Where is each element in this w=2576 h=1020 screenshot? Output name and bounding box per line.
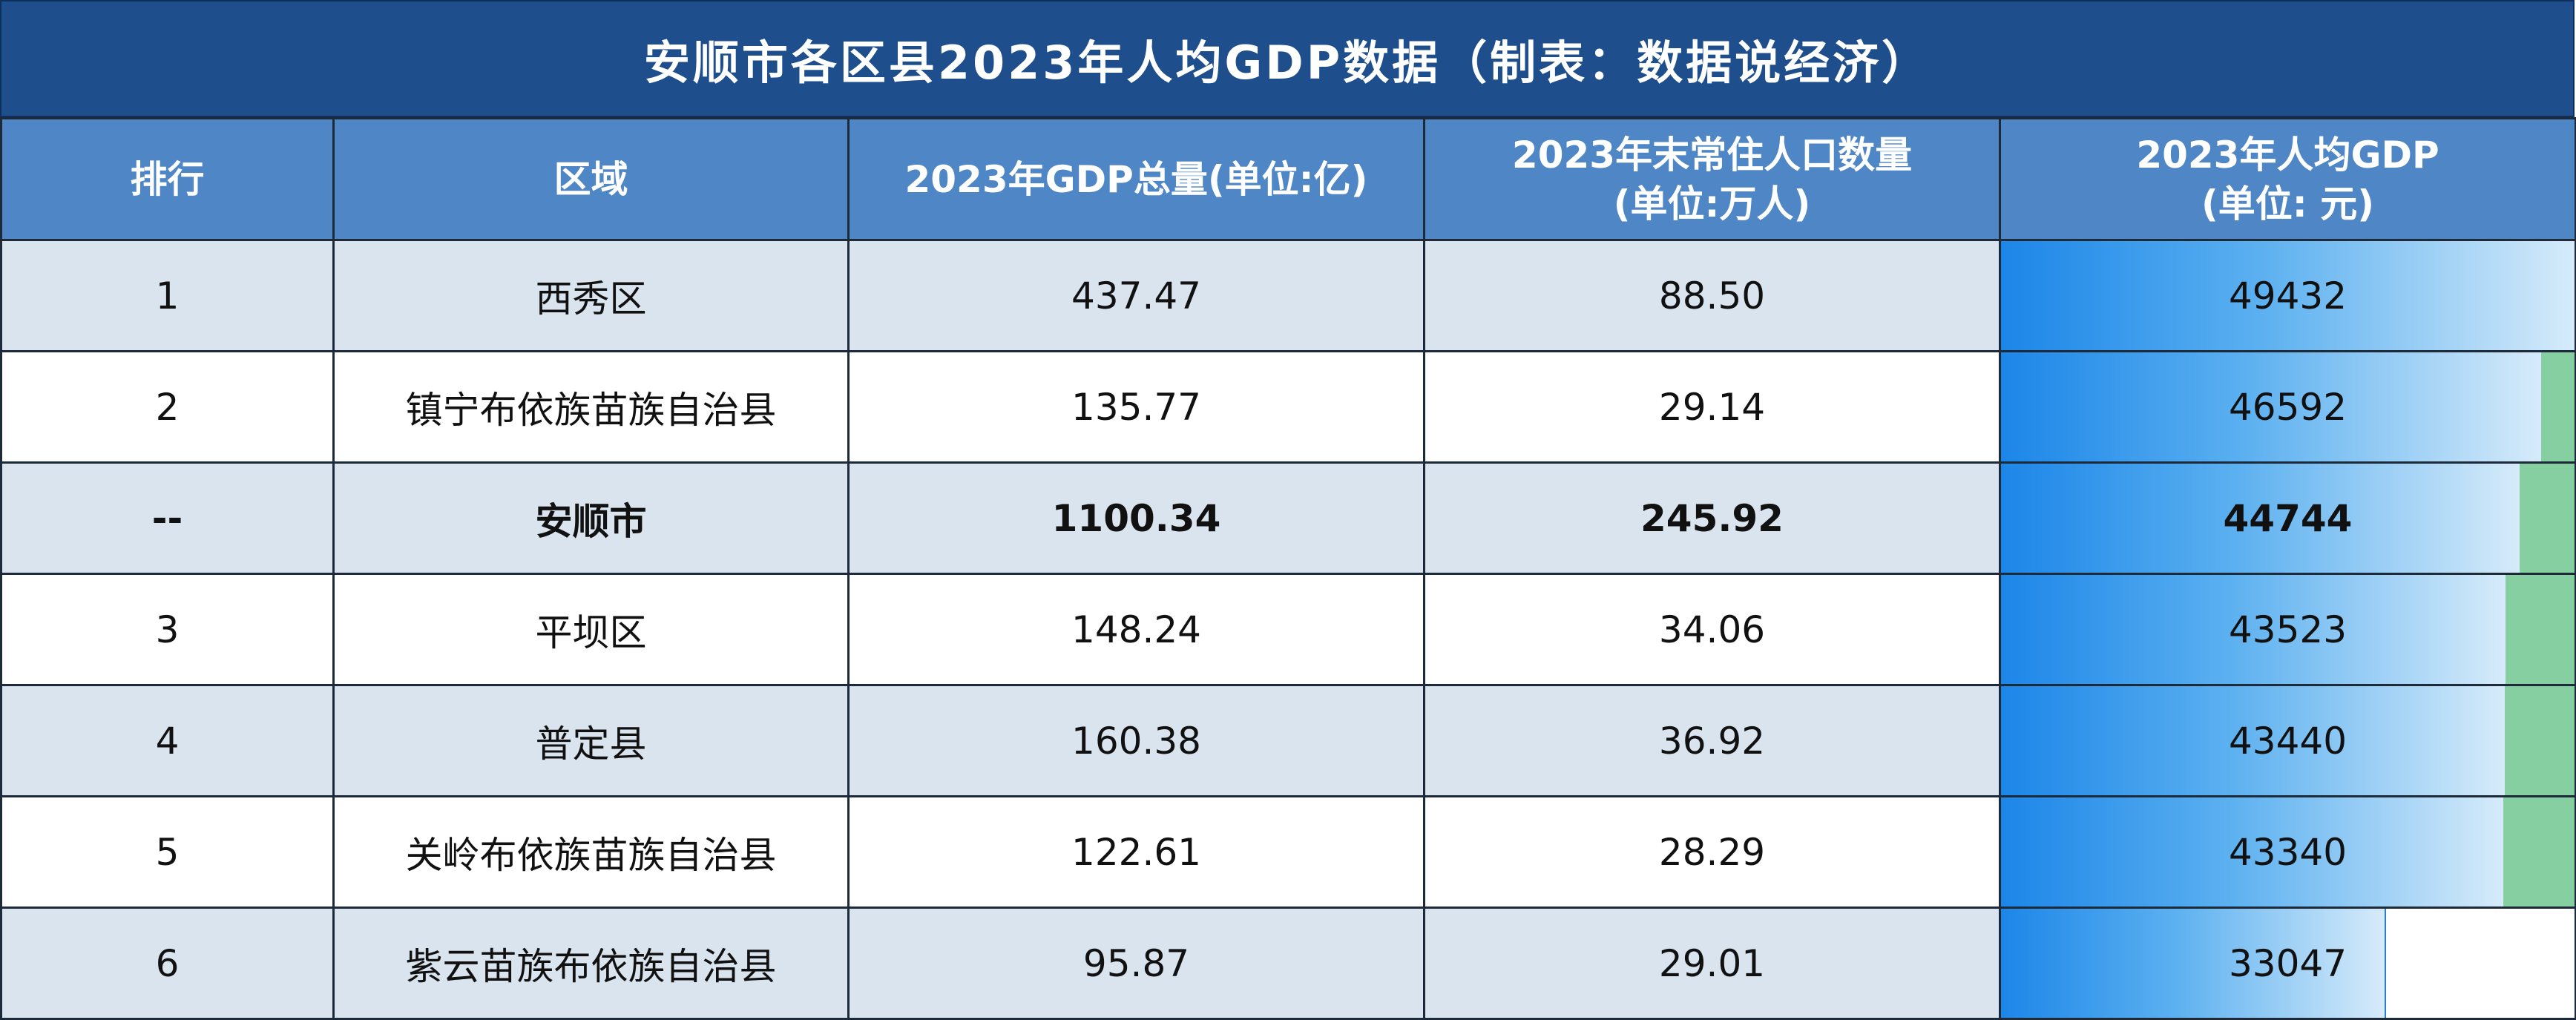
per-capita-data-bar	[2002, 242, 2574, 349]
cell-region: 紫云苗族布依族自治县	[332, 907, 850, 1020]
cell-gdp-total: 135.77	[847, 350, 1425, 464]
cell-gdp-total: 122.61	[847, 795, 1425, 909]
cell-region: 普定县	[332, 684, 850, 797]
table-row: 2 镇宁布依族苗族自治县 135.77 29.14 46592	[0, 350, 2576, 464]
table-body: 1 西秀区 437.47 88.50 49432 2 镇宁布依族苗族自治县 135.77 29.…	[0, 239, 2576, 1020]
header-rank: 排行	[0, 117, 335, 241]
per-capita-data-bar-tail	[2504, 687, 2574, 794]
cell-region: 安顺市	[332, 461, 850, 575]
cell-per-capita-gdp: 44744	[1999, 461, 2576, 575]
cell-gdp-total: 148.24	[847, 573, 1425, 686]
cell-region: 平坝区	[332, 573, 850, 686]
per-capita-value: 44744	[2223, 496, 2353, 540]
per-capita-data-bar-tail	[2541, 353, 2574, 461]
cell-gdp-total: 95.87	[847, 907, 1425, 1020]
table-row: 5 关岭布依族苗族自治县 122.61 28.29 43340	[0, 795, 2576, 909]
cell-population: 29.14	[1423, 350, 2001, 464]
cell-per-capita-gdp: 43523	[1999, 573, 2576, 686]
header-population: 2023年末常住人口数量 (单位:万人)	[1423, 117, 2001, 241]
cell-region: 西秀区	[332, 239, 850, 352]
per-capita-value: 33047	[2228, 941, 2347, 985]
table-row: 3 平坝区 148.24 34.06 43523	[0, 573, 2576, 686]
per-capita-data-bar	[2002, 353, 2544, 461]
cell-rank: 6	[0, 907, 335, 1020]
per-capita-value: 43340	[2228, 830, 2347, 874]
per-capita-data-bar-tail	[2506, 576, 2574, 683]
cell-per-capita-gdp: 33047	[1999, 907, 2576, 1020]
header-per-capita-gdp: 2023年人均GDP (单位: 元)	[1999, 117, 2576, 241]
cell-population: 36.92	[1423, 684, 2001, 797]
cell-rank: 5	[0, 795, 335, 909]
cell-gdp-total: 437.47	[847, 239, 1425, 352]
per-capita-data-bar	[2002, 798, 2506, 906]
per-capita-data-bar-tail	[2503, 798, 2574, 906]
header-gdp-total: 2023年GDP总量(单位:亿)	[847, 117, 1425, 241]
cell-population: 28.29	[1423, 795, 2001, 909]
table-title: 安顺市各区县2023年人均GDP数据（制表：数据说经济）	[0, 0, 2575, 117]
header-population-line1: 2023年末常住人口数量	[1511, 133, 1913, 177]
cell-per-capita-gdp: 43340	[1999, 795, 2576, 909]
table-row: 4 普定县 160.38 36.92 43440	[0, 684, 2576, 797]
header-population-line2: (单位:万人)	[1613, 182, 1811, 226]
cell-per-capita-gdp: 43440	[1999, 684, 2576, 797]
cell-rank: 3	[0, 573, 335, 686]
per-capita-data-bar	[2002, 576, 2508, 683]
per-capita-data-bar	[2002, 464, 2523, 572]
cell-population: 29.01	[1423, 907, 2001, 1020]
table-row: 6 紫云苗族布依族自治县 95.87 29.01 33047	[0, 907, 2576, 1020]
cell-rank: 1	[0, 239, 335, 352]
cell-rank: --	[0, 461, 335, 575]
header-per-capita-line1: 2023年人均GDP	[2136, 133, 2439, 177]
per-capita-value: 46592	[2228, 385, 2347, 429]
per-capita-value: 43440	[2228, 719, 2347, 763]
per-capita-data-bar-tail	[2520, 464, 2574, 572]
header-row: 排行 区域 2023年GDP总量(单位:亿) 2023年末常住人口数量 (单位:…	[0, 117, 2576, 241]
cell-per-capita-gdp: 46592	[1999, 350, 2576, 464]
header-region: 区域	[332, 117, 850, 241]
cell-gdp-total: 160.38	[847, 684, 1425, 797]
table-row: -- 安顺市 1100.34 245.92 44744	[0, 461, 2576, 575]
cell-population: 88.50	[1423, 239, 2001, 352]
header-per-capita-line2: (单位: 元)	[2201, 182, 2375, 226]
cell-population: 34.06	[1423, 573, 2001, 686]
per-capita-data-bar	[2002, 909, 2386, 1017]
cell-rank: 4	[0, 684, 335, 797]
per-capita-data-bar	[2002, 687, 2507, 794]
cell-per-capita-gdp: 49432	[1999, 239, 2576, 352]
per-capita-gdp-table: 排行 区域 2023年GDP总量(单位:亿) 2023年末常住人口数量 (单位:…	[0, 117, 2576, 1020]
per-capita-value: 49432	[2228, 274, 2347, 317]
cell-region: 镇宁布依族苗族自治县	[332, 350, 850, 464]
cell-population: 245.92	[1423, 461, 2001, 575]
cell-region: 关岭布依族苗族自治县	[332, 795, 850, 909]
cell-gdp-total: 1100.34	[847, 461, 1425, 575]
cell-rank: 2	[0, 350, 335, 464]
table-row: 1 西秀区 437.47 88.50 49432	[0, 239, 2576, 352]
per-capita-value: 43523	[2228, 608, 2347, 651]
